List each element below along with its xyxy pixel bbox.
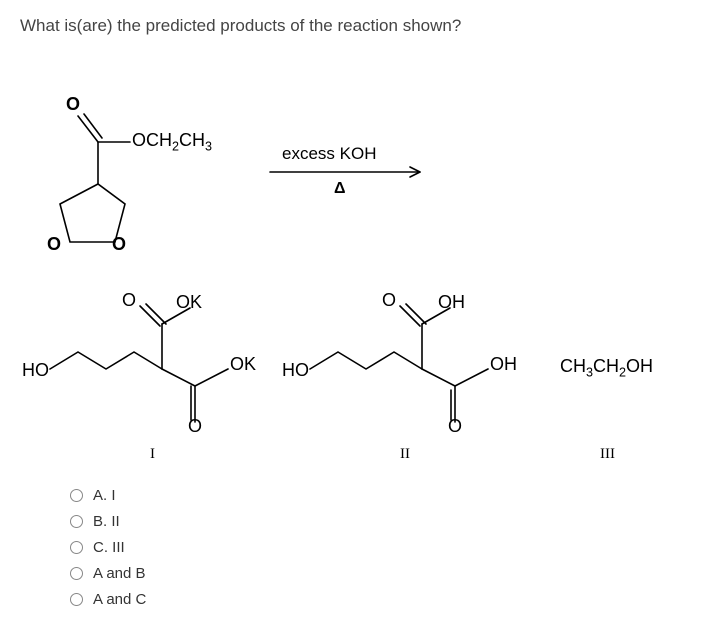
p3-formula: CH3CH2OH: [560, 356, 653, 380]
label-och2ch3: OCHOCH2CH3: [132, 130, 212, 154]
p2-o1: O: [382, 290, 396, 311]
label-O-ring1: O: [47, 234, 61, 255]
p2-o2: O: [448, 416, 462, 437]
roman-3: III: [600, 446, 615, 463]
question-text: What is(are) the predicted products of t…: [20, 16, 706, 36]
answer-options: A. I B. II C. III A and B A and C: [20, 482, 706, 612]
option-d[interactable]: A and B: [70, 560, 706, 586]
p1-ok1: OK: [176, 292, 202, 313]
option-a[interactable]: A. I: [70, 482, 706, 508]
reaction-diagram: O O O OCHOCH2CH3 excess KOH Δ HO O OK O …: [20, 44, 706, 464]
label-O-ring2: O: [112, 234, 126, 255]
option-label: B. II: [93, 513, 120, 530]
reagent-text: excess KOH: [282, 144, 376, 164]
label-O-carbonyl: O: [66, 94, 80, 115]
p1-ok2: OK: [230, 354, 256, 375]
roman-1: I: [150, 446, 155, 463]
p2-ho: HO: [282, 360, 309, 381]
option-label: A and B: [93, 565, 146, 582]
radio-icon: [70, 593, 83, 606]
p2-oh1: OH: [438, 292, 465, 313]
p2-oh2: OH: [490, 354, 517, 375]
option-label: A and C: [93, 591, 146, 608]
radio-icon: [70, 515, 83, 528]
radio-icon: [70, 489, 83, 502]
delta-symbol: Δ: [334, 180, 346, 198]
roman-2: II: [400, 446, 410, 463]
p1-o2: O: [188, 416, 202, 437]
p1-ho: HO: [22, 360, 49, 381]
option-c[interactable]: C. III: [70, 534, 706, 560]
option-label: A. I: [93, 487, 116, 504]
option-label: C. III: [93, 539, 125, 556]
option-e[interactable]: A and C: [70, 586, 706, 612]
p1-o1: O: [122, 290, 136, 311]
option-b[interactable]: B. II: [70, 508, 706, 534]
radio-icon: [70, 541, 83, 554]
radio-icon: [70, 567, 83, 580]
